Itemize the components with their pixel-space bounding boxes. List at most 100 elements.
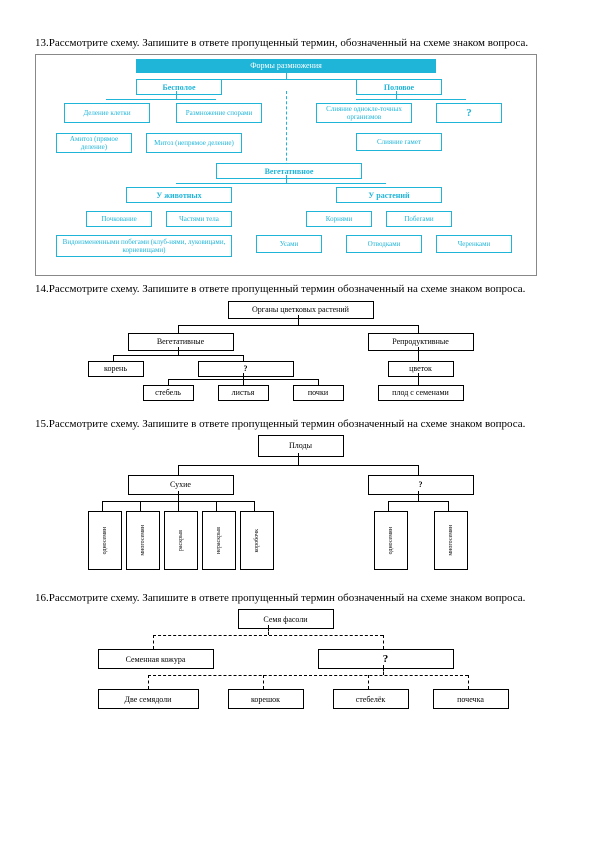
connector <box>268 625 269 635</box>
d13-razmn: Размножение спорами <box>176 103 262 123</box>
vtext-label: односемян <box>102 527 108 554</box>
d14-listya: листья <box>218 385 269 401</box>
d13-poch: Почкование <box>86 211 152 227</box>
connector <box>263 675 264 689</box>
vtext-label: многосемян <box>448 525 454 556</box>
d16-q: ? <box>318 649 454 669</box>
connector <box>178 325 418 326</box>
d15-l5: коробочк <box>240 511 274 570</box>
connector <box>418 347 419 361</box>
d14-koren: корень <box>88 361 144 377</box>
vtext-label: коробочк <box>254 529 260 552</box>
connector <box>418 491 419 501</box>
d13-delenie: Деление клетки <box>64 103 150 123</box>
connector <box>418 373 419 385</box>
connector <box>368 675 369 689</box>
d14-stebel: стебель <box>143 385 194 401</box>
d15-left: Сухие <box>128 475 234 495</box>
connector <box>468 675 469 689</box>
connector <box>383 635 384 649</box>
connector <box>286 91 288 171</box>
connector <box>176 79 396 80</box>
connector <box>148 675 149 689</box>
d13-mitoz: Митоз (непрямое деление) <box>146 133 242 153</box>
connector <box>286 175 287 183</box>
d13-usami: Усами <box>256 235 322 253</box>
diagram-13: Формы размножения Бесполое Половое Делен… <box>35 54 537 276</box>
connector <box>216 501 217 511</box>
connector <box>396 91 397 99</box>
connector <box>356 99 466 100</box>
d14-q: ? <box>198 361 294 377</box>
question-15-text: 15.Рассмотрите схему. Запишите в ответе … <box>35 417 560 431</box>
question-14-text: 14.Рассмотрите схему. Запишите в ответе … <box>35 282 560 296</box>
d13-bespoloe: Бесполое <box>136 79 222 95</box>
d15-r2: многосемян <box>434 511 468 570</box>
vtext-label: раскрыв <box>178 530 184 551</box>
d15-l1: односемян <box>88 511 122 570</box>
diagram-14: Органы цветковых растений Вегетативные Р… <box>68 301 528 411</box>
d14-rep: Репродуктивные <box>368 333 474 351</box>
d13-chast: Частями тела <box>166 211 232 227</box>
connector <box>106 99 216 100</box>
d16-kor: корешок <box>228 689 304 709</box>
d14-pochki: почки <box>293 385 344 401</box>
d14-top: Органы цветковых растений <box>228 301 374 319</box>
diagram-15: Плоды Сухие ? односемян многосемян раскр… <box>68 435 528 585</box>
connector <box>388 501 389 511</box>
d13-vidoizm: Видоизмененными побегами (клуб-нями, лук… <box>56 235 232 257</box>
d15-l2: многосемян <box>126 511 160 570</box>
connector <box>178 465 179 475</box>
d16-poch: почечка <box>433 689 509 709</box>
d13-cherenk: Черенками <box>436 235 512 253</box>
connector <box>153 635 383 636</box>
d15-right: ? <box>368 475 474 495</box>
connector <box>383 665 384 675</box>
d15-r1: односемян <box>374 511 408 570</box>
d16-kozh: Семенная кожура <box>98 649 214 669</box>
d13-otvod: Отводками <box>346 235 422 253</box>
d13-zhiv: У животных <box>126 187 232 203</box>
d13-polovoe: Половое <box>356 79 442 95</box>
connector <box>298 315 299 325</box>
d13-kornya: Корнями <box>306 211 372 227</box>
connector <box>418 325 419 333</box>
vtext-label: нераскрыв <box>216 527 222 554</box>
question-13-text: 13.Рассмотрите схему. Запишите в ответе … <box>35 36 560 50</box>
d15-l3: раскрыв <box>164 511 198 570</box>
vtext-label: односемян <box>388 527 394 554</box>
d13-title: Формы размножения <box>136 59 436 73</box>
connector <box>140 501 141 511</box>
d13-question: ? <box>436 103 502 123</box>
connector <box>176 183 386 184</box>
d15-l4: нераскрыв <box>202 511 236 570</box>
connector <box>298 453 299 465</box>
d13-pobeg: Побегами <box>386 211 452 227</box>
d14-cvetok: цветок <box>388 361 454 377</box>
question-16-text: 16.Рассмотрите схему. Запишите в ответе … <box>35 591 560 605</box>
connector <box>102 501 103 511</box>
connector <box>178 491 179 501</box>
connector <box>113 355 243 356</box>
connector <box>388 501 448 502</box>
connector <box>178 347 179 355</box>
connector <box>418 465 419 475</box>
d16-steb: стебелёк <box>333 689 409 709</box>
connector <box>178 325 179 333</box>
d13-rast: У растений <box>336 187 442 203</box>
connector <box>254 501 255 511</box>
d13-veget: Вегетативное <box>216 163 362 179</box>
connector <box>148 675 468 676</box>
d13-sliyanie-gamet: Слияние гамет <box>356 133 442 151</box>
connector <box>178 501 179 511</box>
connector <box>153 635 154 649</box>
diagram-16: Семя фасоли Семенная кожура ? Две семядо… <box>68 609 528 729</box>
d13-sliyanie-odn: Слияние однокле-точных организмов <box>316 103 412 123</box>
connector <box>176 91 177 99</box>
vtext-label: многосемян <box>140 525 146 556</box>
d13-amitoz: Амитоз (прямое деление) <box>56 133 132 153</box>
d15-top: Плоды <box>258 435 344 457</box>
connector <box>448 501 449 511</box>
d16-dve: Две семядоли <box>98 689 199 709</box>
d16-top: Семя фасоли <box>238 609 334 629</box>
